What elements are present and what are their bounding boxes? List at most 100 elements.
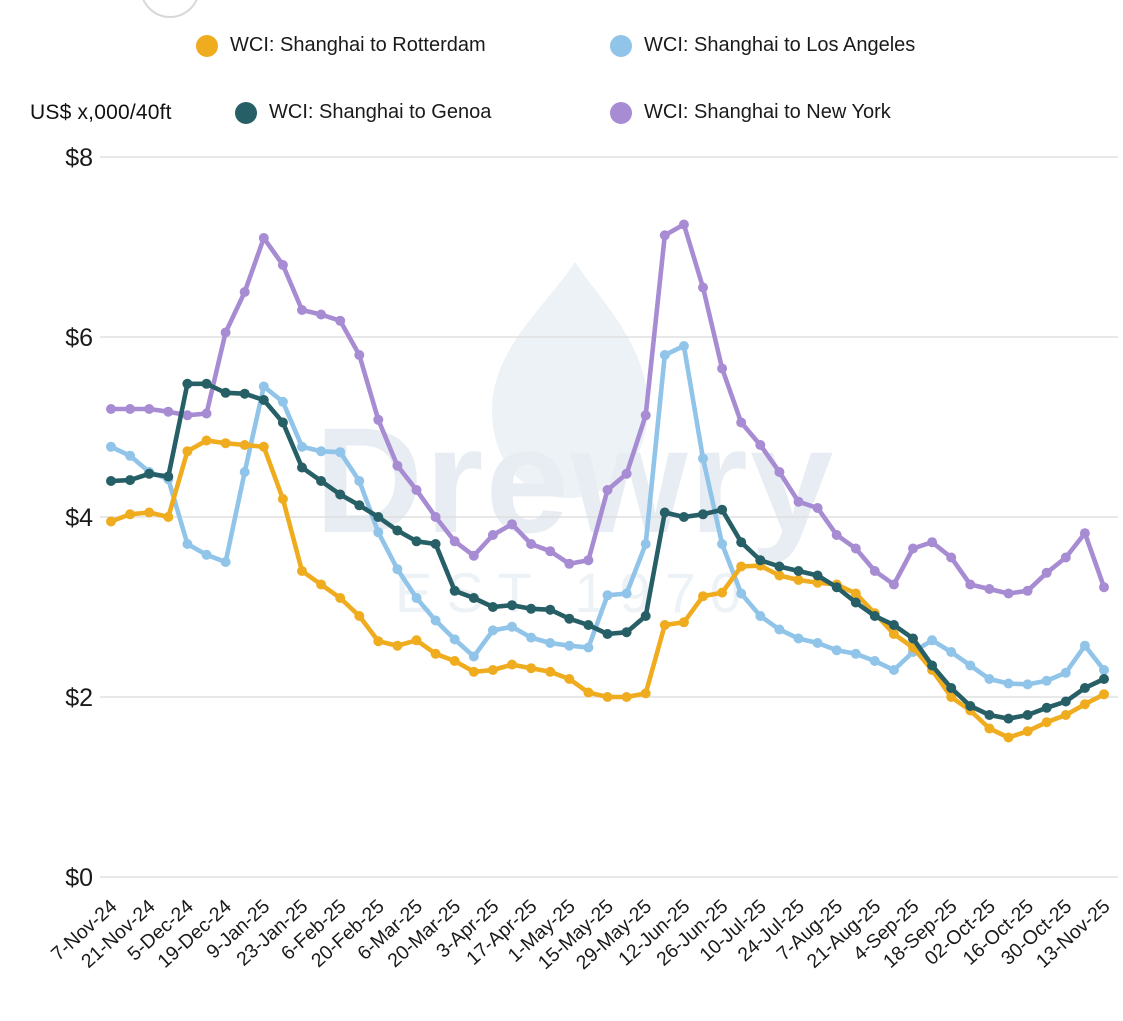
data-point <box>1060 667 1071 678</box>
data-point <box>1060 696 1071 707</box>
data-point <box>277 417 288 428</box>
data-point <box>984 584 995 594</box>
data-point <box>946 647 957 657</box>
data-point <box>526 632 537 643</box>
data-point <box>1022 710 1033 720</box>
data-point <box>583 687 594 698</box>
data-point <box>125 404 136 414</box>
data-point <box>392 460 403 471</box>
data-point <box>507 600 517 611</box>
data-point <box>163 471 174 482</box>
data-point <box>335 315 346 326</box>
data-point <box>583 642 594 653</box>
data-point <box>258 233 269 243</box>
data-point <box>564 674 575 684</box>
data-point <box>258 381 269 392</box>
data-point <box>1060 710 1071 720</box>
series-wci-shanghai-to-los-angeles <box>106 341 1109 690</box>
data-point <box>698 453 708 464</box>
data-point <box>277 396 288 407</box>
data-point <box>468 666 479 677</box>
y-tick-label: $6 <box>65 324 93 352</box>
rotterdam-legend-dot-icon <box>196 34 218 57</box>
data-point <box>1003 588 1014 599</box>
data-point <box>946 692 957 702</box>
data-point <box>888 620 899 630</box>
data-point <box>182 410 193 421</box>
data-point <box>430 615 441 626</box>
series-wci-shanghai-to-rotterdam <box>106 435 1109 743</box>
data-point <box>793 566 804 576</box>
data-point <box>678 219 689 230</box>
data-point <box>1099 665 1109 675</box>
data-point <box>297 566 307 576</box>
data-point <box>392 640 403 651</box>
data-point <box>1022 585 1033 596</box>
data-point <box>1003 678 1014 689</box>
data-point <box>908 633 918 644</box>
data-point <box>430 512 441 522</box>
data-point <box>125 509 136 520</box>
data-point <box>564 558 575 569</box>
data-point <box>163 406 174 417</box>
data-point <box>698 591 708 602</box>
data-point <box>163 512 174 522</box>
data-point <box>335 593 346 603</box>
legend-item-genoa: WCI: Shanghai to Genoa <box>235 101 491 124</box>
data-point <box>201 549 212 560</box>
data-point <box>106 441 116 452</box>
data-point <box>1079 528 1090 539</box>
data-point <box>621 588 632 599</box>
data-point <box>812 570 823 581</box>
data-point <box>850 588 861 599</box>
data-point <box>717 587 728 598</box>
data-point <box>449 536 460 547</box>
data-point <box>793 496 804 507</box>
data-point <box>698 282 708 293</box>
series-wci-shanghai-to-new-york <box>106 219 1109 599</box>
data-point <box>354 611 365 621</box>
data-point <box>736 588 747 599</box>
data-point <box>430 539 441 549</box>
data-point <box>239 440 250 450</box>
data-point <box>411 635 422 646</box>
data-point <box>908 543 918 554</box>
data-point <box>354 350 365 360</box>
y-tick-label: $2 <box>65 684 93 712</box>
data-point <box>526 603 537 614</box>
data-point <box>487 665 498 675</box>
data-point <box>774 570 785 581</box>
new-york-legend-dot-icon <box>610 101 632 124</box>
data-point <box>182 446 193 457</box>
y-tick-label: $4 <box>65 504 93 532</box>
data-point <box>239 287 250 297</box>
data-point <box>1060 552 1071 563</box>
data-point <box>545 638 556 648</box>
data-point <box>1079 699 1090 710</box>
data-point <box>106 516 116 527</box>
data-point <box>564 640 575 651</box>
data-point <box>316 446 327 457</box>
y-axis-tick-labels: $8 $6 $4 $2 $0 <box>65 144 93 892</box>
data-point <box>659 507 670 518</box>
data-point <box>602 590 613 601</box>
data-point <box>220 438 231 449</box>
data-point <box>297 441 307 452</box>
data-point <box>946 552 957 563</box>
data-point <box>774 467 785 477</box>
data-point <box>125 450 136 461</box>
data-point <box>1079 640 1090 651</box>
data-point <box>373 512 384 522</box>
data-point <box>774 561 785 572</box>
data-point <box>812 638 823 648</box>
data-point <box>392 525 403 536</box>
x-axis-tick-labels: 7-Nov-2421-Nov-245-Dec-2419-Dec-249-Jan-… <box>47 895 1114 974</box>
data-point <box>602 629 613 639</box>
data-point <box>411 536 422 547</box>
data-point <box>793 575 804 585</box>
y-tick-label: $8 <box>65 144 93 172</box>
los-angeles-legend-dot-icon <box>610 34 632 57</box>
data-point <box>984 710 995 720</box>
